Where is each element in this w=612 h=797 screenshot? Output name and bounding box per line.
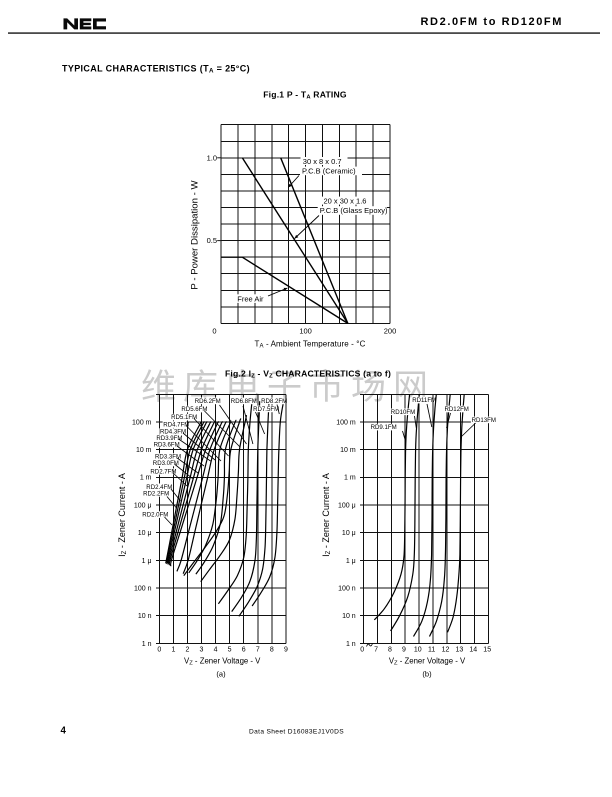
- svg-text:RD2.0FM: RD2.0FM: [142, 512, 168, 519]
- svg-text:6: 6: [242, 647, 246, 654]
- svg-text:1 μ: 1 μ: [142, 558, 152, 565]
- svg-text:Free Air: Free Air: [237, 295, 264, 304]
- svg-text:0: 0: [157, 647, 161, 654]
- svg-text:(a): (a): [216, 670, 226, 679]
- svg-text:4: 4: [214, 647, 218, 654]
- svg-text:13: 13: [456, 647, 464, 654]
- svg-text:RD3.9FM: RD3.9FM: [156, 435, 182, 442]
- svg-text:Fig.2 IZ - VZ CHARACTERISTICS: Fig.2 IZ - VZ CHARACTERISTICS (a to f): [225, 369, 391, 380]
- svg-text:30 x 8 x 0.7: 30 x 8 x 0.7: [303, 157, 342, 166]
- svg-text:0: 0: [360, 647, 364, 654]
- svg-text:VZ - Zener Voltage - V: VZ - Zener Voltage - V: [184, 656, 261, 666]
- svg-text:200: 200: [384, 327, 397, 336]
- svg-text:RD9.1FM: RD9.1FM: [371, 424, 397, 431]
- svg-text:RD3.0FM: RD3.0FM: [153, 460, 179, 467]
- svg-text:100 n: 100 n: [134, 585, 152, 592]
- svg-text:100 n: 100 n: [338, 585, 356, 592]
- svg-text:12: 12: [442, 647, 450, 654]
- svg-text:8: 8: [388, 647, 392, 654]
- svg-text:RD8.2FM: RD8.2FM: [261, 398, 287, 405]
- svg-text:RD2.2FM: RD2.2FM: [143, 491, 169, 498]
- svg-text:RD2.7FM: RD2.7FM: [150, 468, 176, 475]
- svg-text:1.0: 1.0: [207, 153, 217, 162]
- svg-text:2: 2: [185, 647, 189, 654]
- svg-text:IZ - Zener Current - A: IZ - Zener Current - A: [117, 473, 128, 557]
- svg-text:RD2.4FM: RD2.4FM: [146, 484, 172, 491]
- svg-text:TYPICAL CHARACTERISTICS (TA =: TYPICAL CHARACTERISTICS (TA = 25°C): [62, 64, 250, 75]
- svg-text:1: 1: [171, 647, 175, 654]
- svg-text:4: 4: [61, 726, 67, 737]
- svg-text:100 μ: 100 μ: [338, 502, 356, 509]
- svg-text:20 x 30 x 1.6: 20 x 30 x 1.6: [324, 197, 367, 206]
- svg-text:8: 8: [270, 647, 274, 654]
- svg-text:RD5.6FM: RD5.6FM: [181, 406, 207, 413]
- svg-text:VZ - Zener Voltage - V: VZ - Zener Voltage - V: [389, 656, 466, 666]
- svg-text:10 n: 10 n: [342, 613, 356, 620]
- svg-text:0.5: 0.5: [207, 236, 217, 245]
- svg-text:11: 11: [428, 647, 435, 654]
- svg-text:100 m: 100 m: [132, 419, 152, 426]
- svg-text:10 m: 10 m: [340, 447, 356, 454]
- svg-text:RD13FM: RD13FM: [472, 417, 496, 424]
- svg-text:9: 9: [402, 647, 406, 654]
- svg-text:7: 7: [374, 647, 378, 654]
- svg-text:10 m: 10 m: [136, 447, 152, 454]
- svg-text:RD5.1FM: RD5.1FM: [171, 414, 197, 421]
- svg-text:1 μ: 1 μ: [346, 558, 356, 565]
- svg-text:100 m: 100 m: [336, 419, 356, 426]
- svg-text:10: 10: [414, 647, 422, 654]
- svg-text:9: 9: [284, 647, 288, 654]
- svg-text:RD6.2FM: RD6.2FM: [195, 398, 221, 405]
- svg-text:P.C.B (Ceramic): P.C.B (Ceramic): [302, 167, 356, 176]
- svg-text:1 n: 1 n: [346, 641, 356, 648]
- svg-text:RD3.6FM: RD3.6FM: [154, 442, 180, 449]
- svg-text:1 n: 1 n: [142, 641, 152, 648]
- svg-text:RD12FM: RD12FM: [445, 406, 469, 413]
- svg-text:10 μ: 10 μ: [342, 530, 356, 537]
- svg-text:RD11FM: RD11FM: [412, 397, 436, 404]
- svg-text:RD6.8FM: RD6.8FM: [231, 398, 257, 405]
- svg-text:IZ - Zener Current - A: IZ - Zener Current - A: [321, 473, 332, 557]
- svg-text:100: 100: [299, 327, 312, 336]
- svg-text:1 m: 1 m: [344, 475, 356, 482]
- svg-text:RD4.7FM: RD4.7FM: [163, 422, 189, 429]
- svg-text:5: 5: [228, 647, 232, 654]
- svg-text:P - Power Dissipation - W: P - Power Dissipation - W: [190, 180, 201, 290]
- svg-text:维库电子市场网: 维库电子市场网: [141, 368, 435, 407]
- svg-text:RD10FM: RD10FM: [391, 409, 415, 416]
- svg-text:TA - Ambient Temperature - °C: TA - Ambient Temperature - °C: [255, 339, 366, 349]
- svg-text:P.C.B (Glass Epoxy): P.C.B (Glass Epoxy): [320, 206, 388, 215]
- svg-text:RD3.3FM: RD3.3FM: [155, 454, 181, 461]
- svg-text:Data Sheet D16083EJ1V0DS: Data Sheet D16083EJ1V0DS: [249, 728, 344, 735]
- svg-text:14: 14: [469, 647, 477, 654]
- svg-text:RD7.5FM: RD7.5FM: [253, 406, 279, 413]
- svg-text:RD4.3FM: RD4.3FM: [160, 429, 186, 436]
- svg-text:7: 7: [256, 647, 260, 654]
- svg-text:15: 15: [483, 647, 491, 654]
- svg-text:(b): (b): [422, 670, 432, 679]
- svg-text:RD2.0FM to RD120FM: RD2.0FM to RD120FM: [421, 16, 563, 28]
- svg-text:10 μ: 10 μ: [138, 530, 152, 537]
- svg-text:3: 3: [200, 647, 204, 654]
- svg-text:Fig.1 P - TA RATING: Fig.1 P - TA RATING: [263, 90, 347, 101]
- svg-text:0: 0: [212, 327, 216, 336]
- svg-text:10 n: 10 n: [138, 613, 152, 620]
- svg-text:1 m: 1 m: [140, 475, 152, 482]
- svg-text:100 μ: 100 μ: [134, 502, 152, 509]
